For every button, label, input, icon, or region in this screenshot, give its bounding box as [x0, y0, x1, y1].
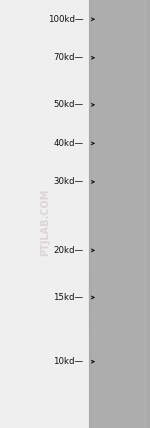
Text: 15kd—: 15kd—: [53, 293, 83, 302]
Text: 40kd—: 40kd—: [53, 139, 83, 148]
Text: 100kd—: 100kd—: [48, 15, 83, 24]
Text: PTJLAB.COM: PTJLAB.COM: [40, 189, 50, 256]
Bar: [89, 0, 150, 428]
Text: 20kd—: 20kd—: [53, 246, 83, 255]
Text: 50kd—: 50kd—: [53, 100, 83, 110]
Text: 30kd—: 30kd—: [53, 177, 83, 187]
Text: 70kd—: 70kd—: [53, 53, 83, 62]
Bar: [92, 0, 147, 428]
Text: 10kd—: 10kd—: [53, 357, 83, 366]
